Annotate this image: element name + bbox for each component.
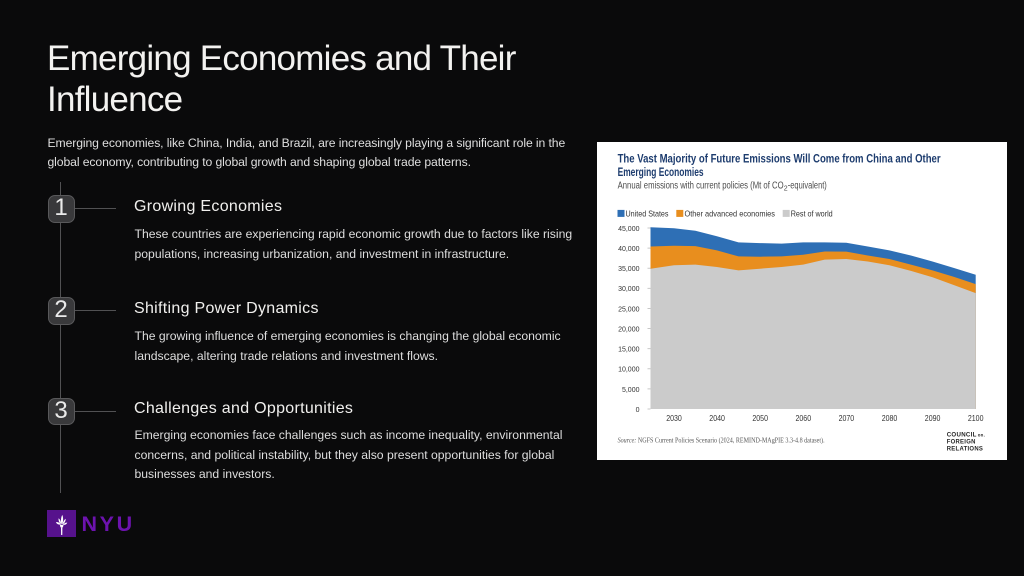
svg-text:2030: 2030 [666,414,682,423]
svg-text:0: 0 [636,406,640,413]
svg-text:40,000: 40,000 [618,246,640,253]
svg-text:25,000: 25,000 [618,306,640,313]
svg-text:5,000: 5,000 [622,386,640,393]
svg-text:RELATIONS: RELATIONS [947,445,984,452]
svg-text:-equivalent): -equivalent) [788,180,827,191]
svg-text:45,000: 45,000 [618,225,640,232]
svg-text:20,000: 20,000 [618,326,640,333]
svg-text:2060: 2060 [796,414,812,423]
svg-text:2090: 2090 [925,414,941,423]
svg-text:Other advanced economies: Other advanced economies [685,209,776,218]
svg-text:on.: on. [978,432,985,437]
svg-text:2040: 2040 [709,414,725,423]
svg-text:2080: 2080 [882,414,898,423]
svg-text:35,000: 35,000 [618,266,640,273]
svg-text:2070: 2070 [839,414,855,423]
svg-text:2100: 2100 [968,414,984,423]
svg-text:2050: 2050 [752,414,768,423]
svg-text:FOREIGN: FOREIGN [947,438,976,445]
svg-text:Emerging Economies: Emerging Economies [618,167,704,179]
svg-text:United States: United States [626,209,669,218]
svg-text:Rest of world: Rest of world [791,209,833,218]
svg-text:10,000: 10,000 [618,366,640,373]
svg-text:COUNCIL: COUNCIL [947,431,977,438]
svg-text:Annual emissions with current: Annual emissions with current policies (… [618,180,784,191]
svg-text:2: 2 [784,185,788,192]
svg-text:15,000: 15,000 [618,346,640,353]
svg-text:30,000: 30,000 [618,286,640,293]
svg-text:Source: NGFS Current Policies: Source: NGFS Current Policies Scenario (… [618,436,825,444]
svg-text:The Vast Majority of Future Em: The Vast Majority of Future Emissions Wi… [618,153,941,165]
